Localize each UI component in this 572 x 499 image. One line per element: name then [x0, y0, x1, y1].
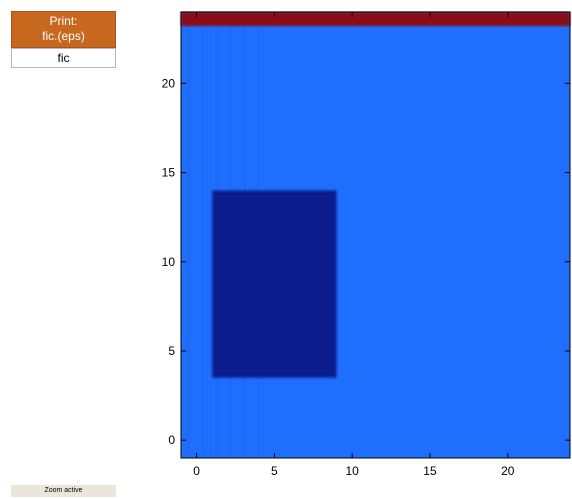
heatmap-stripe: [187, 12, 191, 458]
heatmap-region-high: [181, 12, 570, 27]
y-tick-label: 20: [162, 76, 176, 90]
print-button-label: Print:: [49, 14, 78, 28]
x-tick-label: 0: [193, 464, 200, 478]
x-tick-label: 20: [501, 464, 515, 478]
x-tick-label: 15: [423, 464, 437, 478]
y-tick-label: 0: [168, 433, 175, 447]
axes-frame: [180, 11, 571, 459]
y-tick-label: 5: [168, 344, 175, 358]
zoom-status: Zoom active: [11, 485, 116, 497]
x-tick-label: 10: [345, 464, 359, 478]
x-tick-label: 5: [271, 464, 278, 478]
y-tick-label: 10: [162, 255, 176, 269]
print-button-format: fic.(eps): [42, 29, 85, 43]
filename-input[interactable]: [11, 48, 116, 68]
print-eps-button[interactable]: Print: fic.(eps): [11, 11, 116, 48]
y-tick-label: 15: [162, 166, 176, 180]
heatmap-region-low: [212, 190, 337, 378]
heatmap-stripe: [201, 12, 205, 458]
